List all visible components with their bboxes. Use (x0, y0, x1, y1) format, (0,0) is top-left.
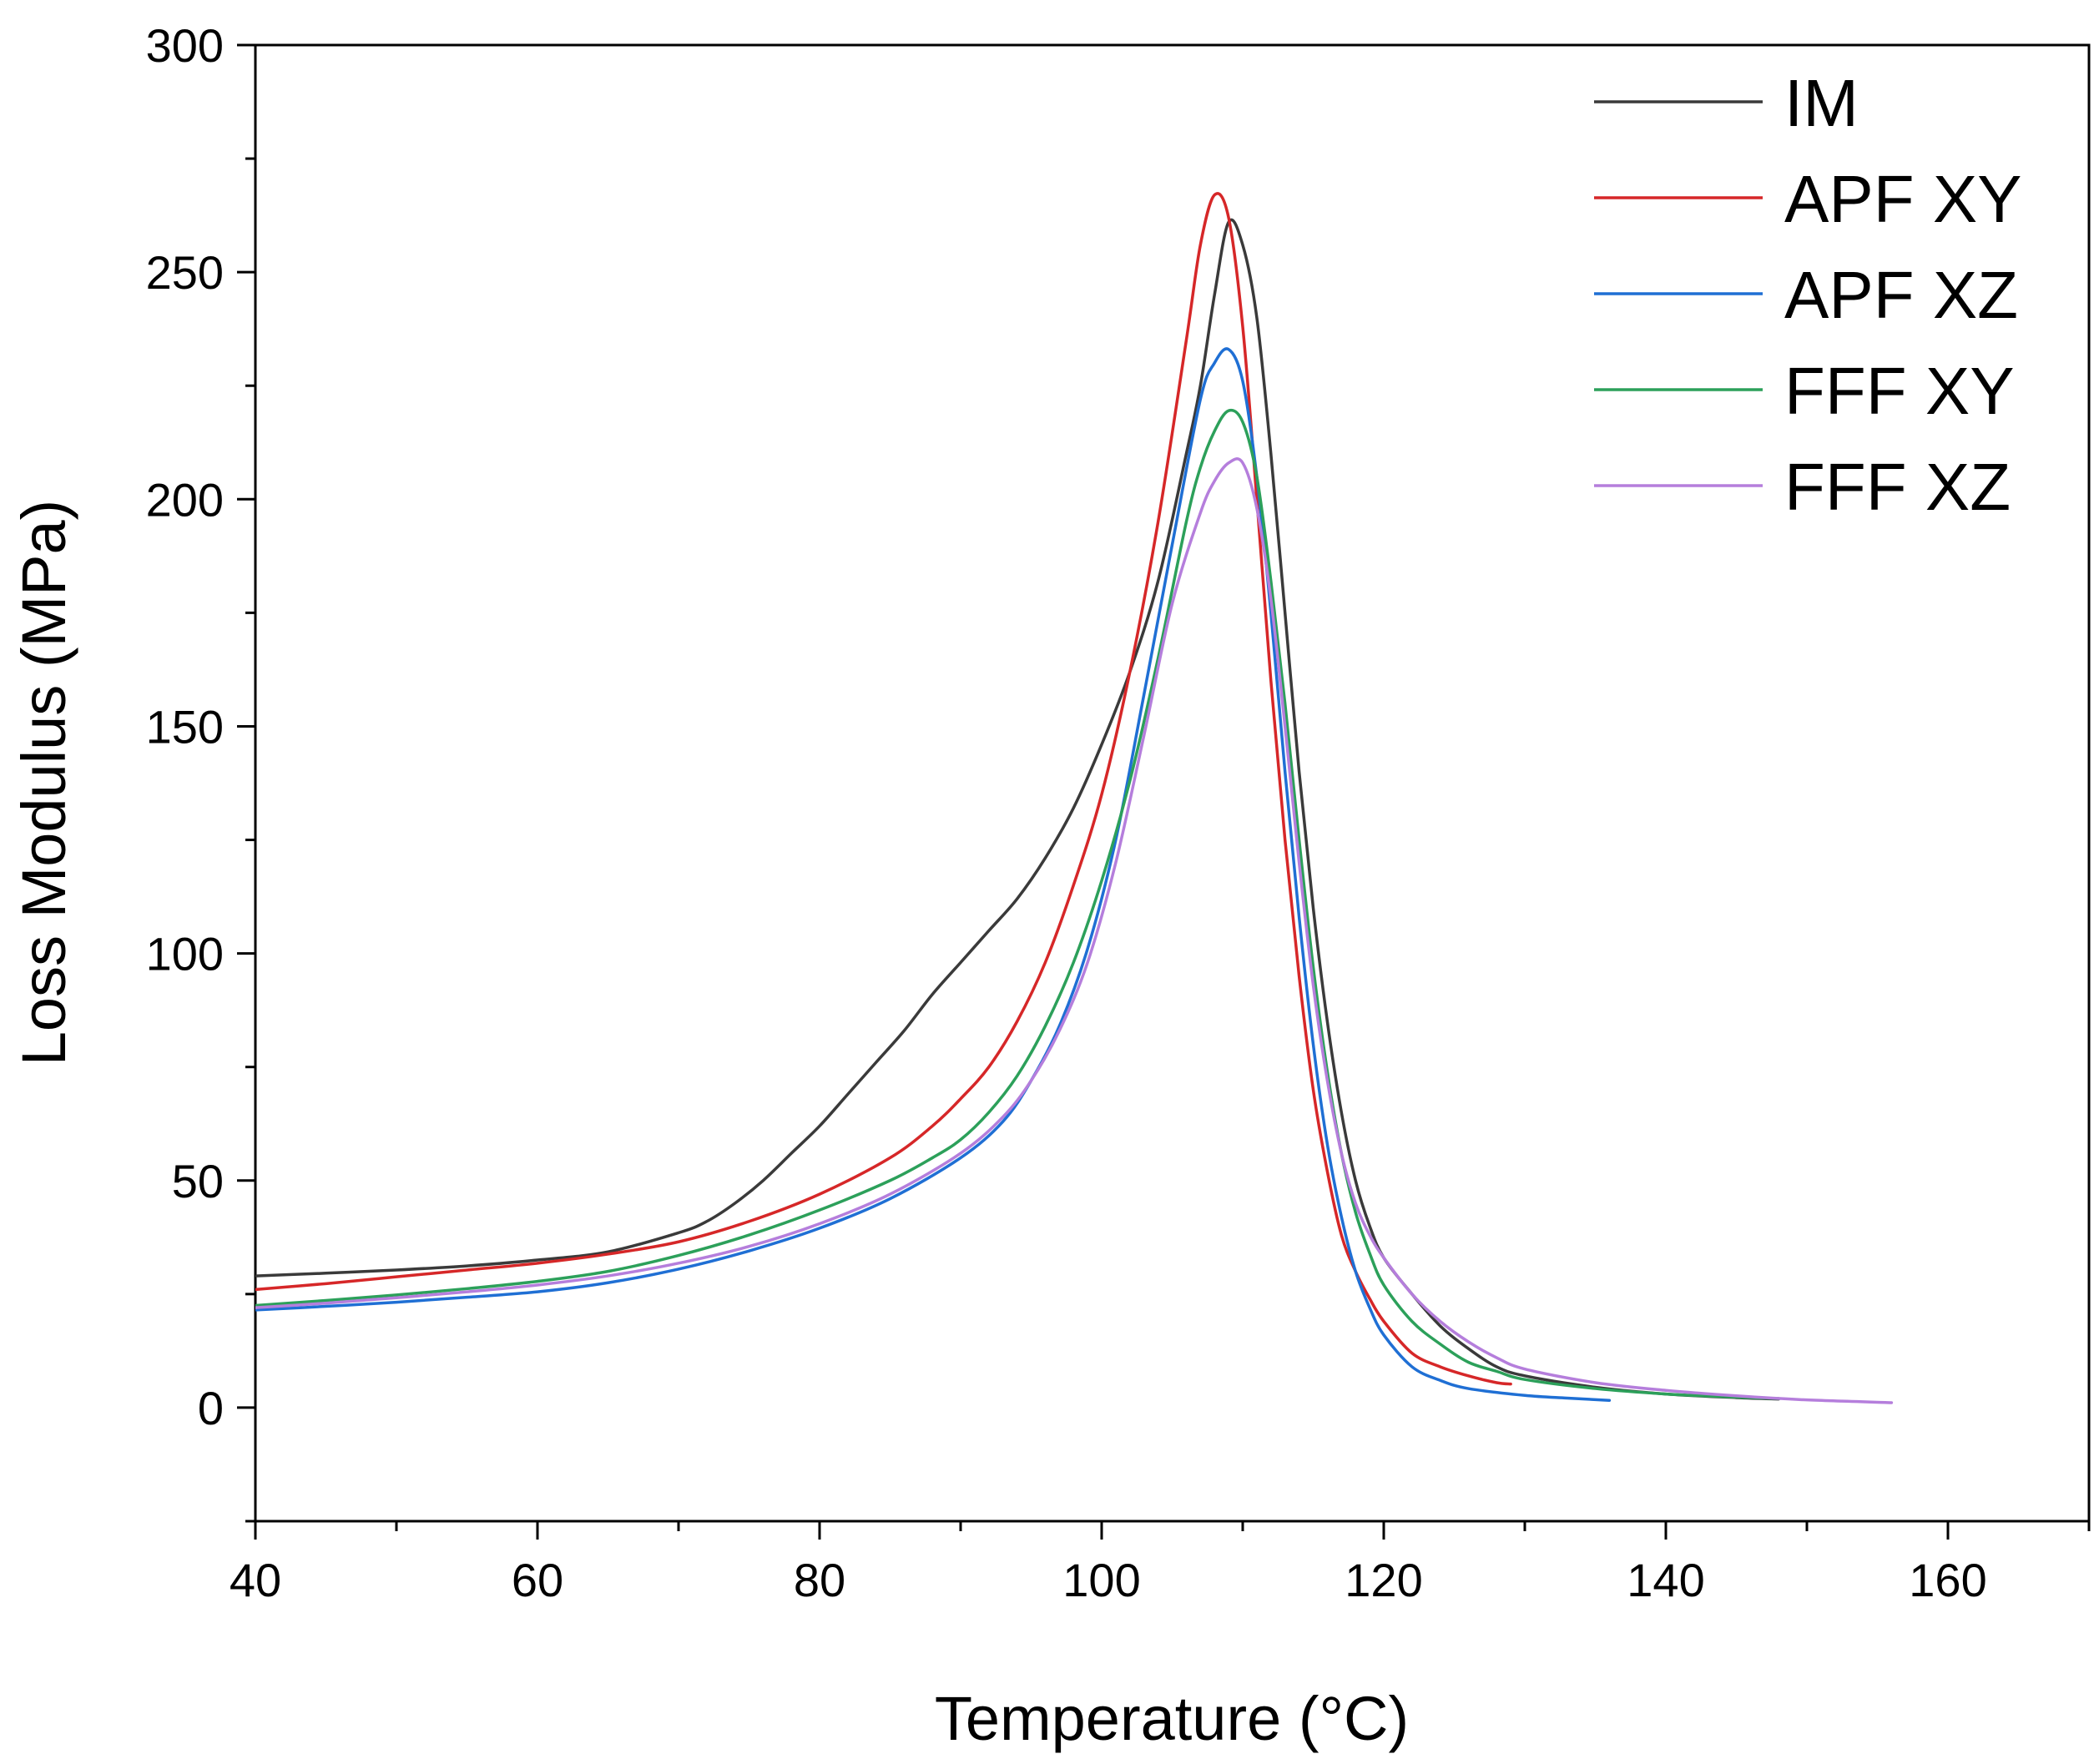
series-line-fff-xy (255, 408, 1780, 1400)
y-tick-label: 200 (146, 473, 224, 526)
plot-frame (254, 43, 2091, 1523)
y-tick-label: 50 (172, 1155, 224, 1207)
x-tick-label: 140 (1627, 1554, 1704, 1606)
legend-label-apf-xz: APF XZ (1784, 258, 2018, 332)
legend-label-fff-xz: FFF XZ (1784, 450, 2011, 524)
series-layer (255, 192, 1894, 1404)
y-tick-label: 0 (198, 1382, 224, 1434)
legend: IM APF XY APF XZ FFF XY FFF XZ (1594, 66, 2022, 524)
y-tick-label: 100 (146, 928, 224, 980)
legend-label-im: IM (1784, 66, 1859, 140)
x-axis-title: Temperature (°C) (935, 1684, 1409, 1753)
x-tick-label: 60 (512, 1554, 563, 1606)
x-tick-label: 160 (1909, 1554, 1986, 1606)
x-tick-label: 120 (1345, 1554, 1422, 1606)
legend-label-fff-xy: FFF XY (1784, 354, 2015, 428)
tick-labels: 40 60 80 100 120 140 160 0 50 100 150 200 250 300 (146, 19, 1987, 1606)
y-axis-title: Loss Modulus (MPa) (9, 500, 78, 1066)
y-tick-label: 300 (146, 19, 224, 72)
series-line-fff-xz (255, 457, 1894, 1404)
series-line-apf-xy (255, 192, 1512, 1386)
y-tick-label: 150 (146, 700, 224, 753)
x-tick-label: 80 (794, 1554, 845, 1606)
x-tick-label: 40 (230, 1554, 281, 1606)
legend-label-apf-xy: APF XY (1784, 162, 2022, 236)
series-line-apf-xz (255, 347, 1612, 1402)
x-tick-label: 100 (1062, 1554, 1140, 1606)
axis-ticks (237, 43, 2091, 1540)
y-tick-label: 250 (146, 246, 224, 299)
